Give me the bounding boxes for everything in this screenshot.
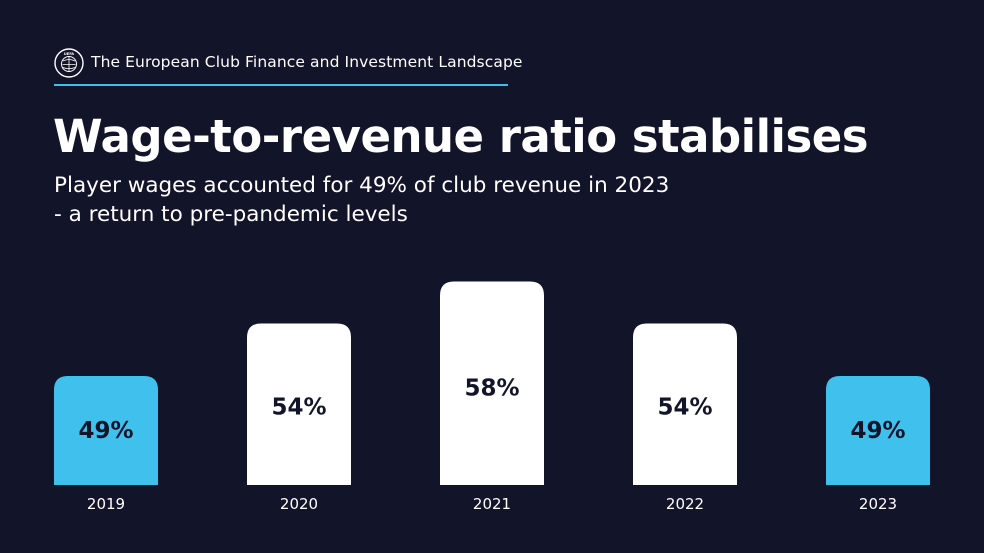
uefa-logo-icon: UEFA xyxy=(54,48,84,78)
bar-2021 xyxy=(440,281,544,485)
x-tick-label-2019: 2019 xyxy=(87,495,125,513)
x-tick-label-2023: 2023 xyxy=(859,495,897,513)
header: UEFA The European Club Finance and Inves… xyxy=(54,47,522,87)
bar-value-label-2023: 49% xyxy=(850,418,905,444)
slide-title: Wage-to-revenue ratio stabilises xyxy=(53,110,869,163)
bar-2023 xyxy=(826,376,930,485)
bar-value-label-2020: 54% xyxy=(271,394,326,420)
bar-value-label-2022: 54% xyxy=(657,394,712,420)
x-tick-label-2022: 2022 xyxy=(666,495,704,513)
x-tick-label-2020: 2020 xyxy=(280,495,318,513)
x-tick-label-2021: 2021 xyxy=(473,495,511,513)
subtitle-line-1: Player wages accounted for 49% of club r… xyxy=(54,173,670,198)
bar-2020 xyxy=(247,323,351,485)
header-divider xyxy=(54,84,508,86)
bar-2022 xyxy=(633,323,737,485)
slide-subtitle: Player wages accounted for 49% of club r… xyxy=(54,171,669,229)
bar-value-label-2019: 49% xyxy=(78,418,133,444)
wage-ratio-bar-chart: 49% 2019 54% 2020 58% 2021 54% 2022 49% 2023 xyxy=(54,281,930,513)
bar-value-label-2021: 58% xyxy=(464,375,519,401)
svg-text:UEFA: UEFA xyxy=(64,52,74,56)
subtitle-line-2: - a return to pre-pandemic levels xyxy=(54,202,408,227)
bar-2019 xyxy=(54,376,158,485)
header-title: The European Club Finance and Investment… xyxy=(91,53,523,71)
